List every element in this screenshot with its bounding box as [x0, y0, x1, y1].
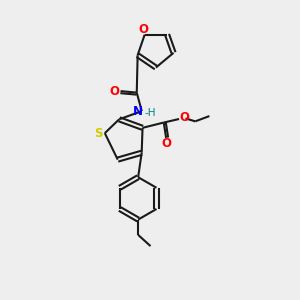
Text: -H: -H	[144, 108, 156, 118]
Text: S: S	[94, 127, 103, 140]
Text: O: O	[179, 111, 189, 124]
Text: O: O	[110, 85, 120, 98]
Text: O: O	[161, 137, 171, 150]
Text: N: N	[133, 105, 142, 118]
Text: O: O	[138, 23, 148, 36]
